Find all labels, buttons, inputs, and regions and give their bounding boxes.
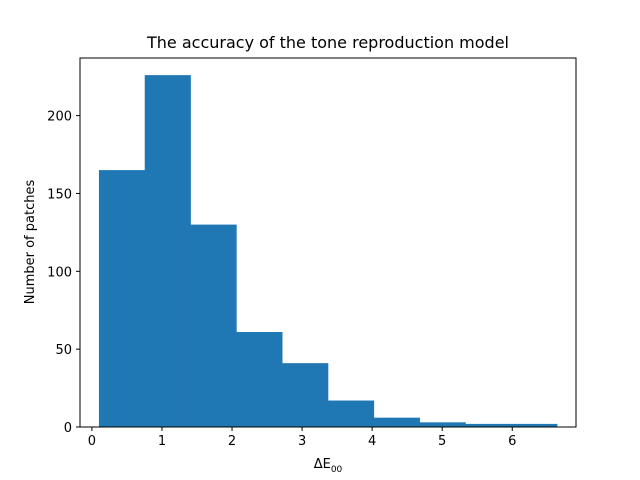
chart-title: The accuracy of the tone reproduction mo… — [146, 33, 509, 52]
plot-area-frame — [79, 57, 577, 428]
y-axis-label: Number of patches — [23, 180, 38, 305]
y-tick-label: 50 — [55, 343, 72, 358]
x-axis-label-subscript: 00 — [331, 465, 343, 475]
histogram-bar — [98, 170, 146, 427]
x-axis-label-main: ΔE — [314, 457, 331, 472]
histogram-bar — [373, 417, 420, 427]
x-tick-label: 2 — [228, 434, 236, 449]
y-tick-label: 200 — [47, 110, 72, 125]
x-tick-label: 5 — [438, 434, 446, 449]
histogram-bars — [98, 75, 558, 427]
x-tick-label: 6 — [508, 434, 516, 449]
x-tick-label: 0 — [88, 434, 96, 449]
x-axis-ticks: 0 1 2 3 4 5 6 — [88, 427, 516, 449]
x-tick-label: 4 — [368, 434, 376, 449]
y-tick-label: 100 — [47, 265, 72, 280]
histogram-bar — [465, 423, 512, 427]
y-axis-ticks: 0 50 100 150 200 — [47, 110, 80, 436]
histogram-bar — [511, 423, 558, 427]
y-tick-label: 0 — [64, 421, 72, 436]
histogram-bar — [282, 363, 329, 427]
histogram-bar — [190, 224, 237, 427]
histogram-bar — [144, 75, 191, 427]
y-tick-label: 150 — [47, 187, 72, 202]
x-axis-label: ΔE00 — [314, 457, 343, 475]
x-tick-label: 3 — [298, 434, 306, 449]
histogram-bar — [328, 400, 375, 427]
x-tick-label: 1 — [158, 434, 166, 449]
histogram-bar — [236, 332, 283, 427]
histogram-bar — [419, 422, 466, 427]
